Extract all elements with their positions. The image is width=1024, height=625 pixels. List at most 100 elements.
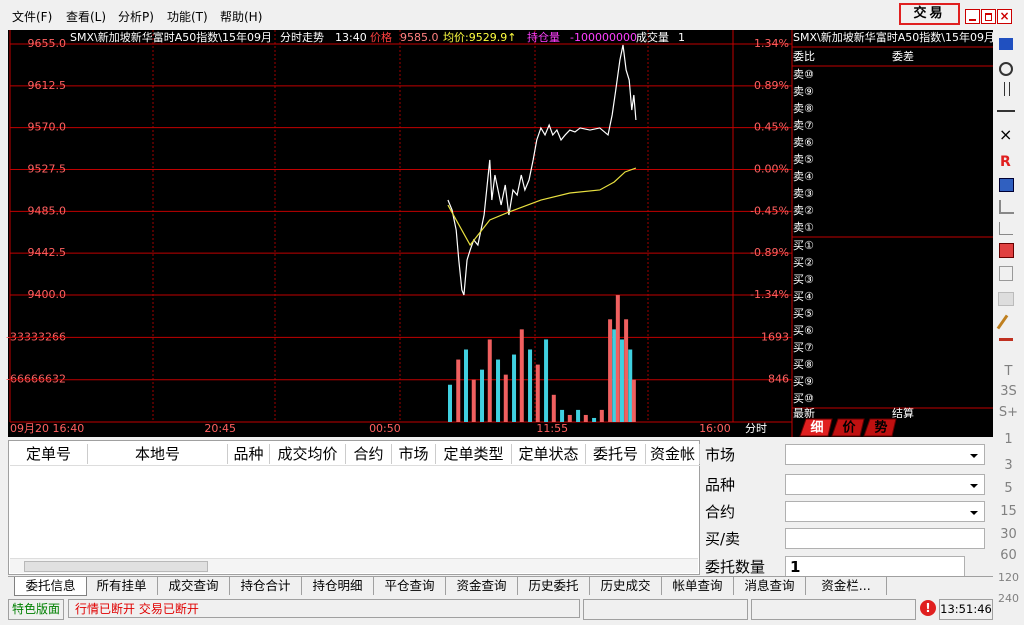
tab[interactable]: 持仓明细 [302, 577, 374, 595]
tab[interactable]: 成交查询 [158, 577, 230, 595]
header-oi: -100000000 [570, 31, 637, 44]
column-header: 品种 [228, 444, 270, 464]
y-tick-label: 9655.0 [28, 37, 67, 50]
quote-tab-label[interactable]: 细 [810, 420, 823, 436]
column-header: 委托号 [586, 444, 646, 464]
y-tick-label: 9442.5 [28, 246, 67, 259]
chart-icon[interactable] [999, 200, 1014, 214]
layout-status[interactable]: 特色版面 [8, 599, 64, 620]
y2-tick-label: 0.45% [754, 120, 789, 133]
clock: 13:51:46 [939, 599, 993, 620]
select-box[interactable] [785, 444, 985, 465]
x-axis-label: 分时 [745, 422, 767, 435]
column-header: 定单类型 [436, 444, 512, 464]
average-line [447, 167, 637, 247]
bid-label: 买② [793, 256, 814, 269]
bid-label: 买⑤ [793, 307, 814, 320]
volume-bar [519, 329, 524, 422]
timeframe-button[interactable]: 30 [1000, 527, 1017, 542]
timeframe-button[interactable]: 15 [1000, 504, 1017, 519]
tab[interactable]: 历史委托 [518, 577, 590, 595]
volume-bar [628, 349, 633, 422]
volume-bar [619, 339, 624, 422]
line-icon[interactable] [997, 110, 1015, 112]
tab[interactable]: 消息查询 [734, 577, 806, 595]
tab[interactable]: 平仓查询 [374, 577, 446, 595]
tab[interactable]: 所有挂单 [86, 577, 158, 595]
timeframe-button[interactable]: 3S [1000, 384, 1017, 399]
tab[interactable]: 持仓合计 [230, 577, 302, 595]
home-icon[interactable] [999, 38, 1013, 50]
form-label: 市场 [705, 446, 736, 464]
chart: SMX\新加坡新华富时A50指数\15年09月 分时走势 13:40 价格 9585.0… [6, 30, 993, 437]
tool-icon[interactable] [999, 338, 1013, 353]
chart-icon[interactable] [999, 222, 1013, 235]
column-header: 合约 [346, 444, 392, 464]
tab[interactable]: 历史成交 [590, 577, 662, 595]
menu-item[interactable]: 查看(L) [66, 10, 107, 24]
header-instrument: SMX\新加坡新华富时A50指数\15年09月 [70, 30, 272, 44]
column-header: 本地号 [88, 444, 228, 464]
quote-tab-label[interactable]: 势 [874, 420, 887, 436]
select-box[interactable] [785, 474, 985, 495]
x-tick-label: 11:55 [536, 422, 568, 435]
timeframe-button[interactable]: S+ [998, 405, 1019, 420]
timeframe-button[interactable]: 60 [1000, 548, 1017, 563]
timeframe-button[interactable]: 120 [998, 571, 1019, 584]
volume-bar [599, 409, 604, 422]
ask-label: 卖⑧ [793, 102, 814, 115]
tab[interactable]: 委托信息 [14, 577, 87, 596]
timeframe-button[interactable]: 240 [998, 592, 1019, 605]
tab[interactable]: 帐单查询 [662, 577, 734, 595]
quote-tab-label[interactable]: 价 [842, 421, 856, 436]
maximize-button[interactable] [981, 9, 996, 24]
h-scrollbar[interactable] [10, 558, 698, 573]
timeframe-button[interactable]: 5 [1004, 481, 1013, 496]
volume-bar [464, 349, 469, 422]
minimize-button[interactable] [965, 9, 980, 24]
y2-tick-label: -0.89% [750, 246, 789, 259]
table-icon[interactable] [999, 178, 1014, 192]
volume-bar [608, 319, 613, 422]
header-oi-label: 持仓量 [527, 30, 560, 44]
input-box[interactable] [785, 528, 985, 549]
menu-item[interactable]: 分析P) [118, 10, 154, 24]
zoom-icon[interactable] [999, 62, 1013, 76]
cross-icon[interactable]: × [999, 125, 1013, 144]
tab[interactable]: 资金查询 [446, 577, 518, 595]
volume-bar [456, 359, 461, 422]
oi-tick-label: -66666632 [6, 373, 66, 386]
bid-label: 买⑩ [793, 392, 814, 405]
volume-bar [528, 349, 533, 422]
trade-button[interactable]: 交易 [899, 3, 960, 25]
volume-bar [503, 374, 508, 422]
alert-icon[interactable]: ! [920, 600, 936, 616]
timeframe-button[interactable]: 3 [1004, 458, 1013, 473]
volume-bar [512, 354, 517, 422]
column-header: 资金帐 [646, 444, 700, 464]
menu-item[interactable]: 功能(T) [167, 10, 208, 24]
doc-icon[interactable] [999, 266, 1013, 281]
grid-icon[interactable] [998, 292, 1014, 306]
form-label: 买/卖 [705, 530, 741, 548]
ask-label: 卖⑦ [793, 119, 814, 132]
input-box[interactable]: 1 [785, 556, 965, 577]
menu-item[interactable]: 文件(F) [12, 10, 53, 24]
close-button[interactable]: × [997, 9, 1012, 24]
timeframe-button[interactable]: T [1004, 364, 1013, 379]
pen-icon[interactable] [996, 314, 1009, 330]
volume-bar [535, 364, 540, 422]
split-icon[interactable] [1004, 82, 1010, 96]
orders-table [8, 440, 700, 575]
volume-bar [496, 359, 501, 422]
menu-item[interactable]: 帮助(H) [220, 10, 263, 24]
timeframe-button[interactable]: 1 [1004, 432, 1013, 447]
select-box[interactable] [785, 501, 985, 522]
bid-label: 买⑨ [793, 375, 814, 388]
report-icon[interactable] [999, 243, 1014, 258]
toolbar-button[interactable]: R [1000, 154, 1011, 170]
x-tick-label: 00:50 [369, 422, 401, 435]
tab[interactable]: 资金栏... [806, 577, 887, 595]
volume-bar [567, 414, 572, 422]
status-cell [751, 599, 916, 620]
